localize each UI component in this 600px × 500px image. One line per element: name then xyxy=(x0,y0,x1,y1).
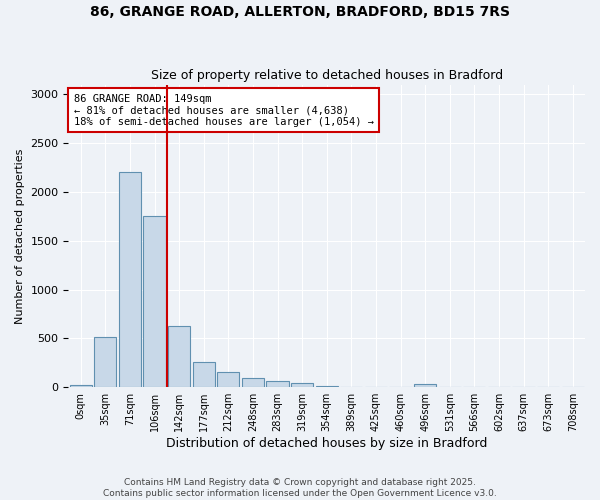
Bar xyxy=(70,386,92,387)
Text: Contains HM Land Registry data © Crown copyright and database right 2025.
Contai: Contains HM Land Registry data © Crown c… xyxy=(103,478,497,498)
Bar xyxy=(242,378,264,387)
Bar xyxy=(119,172,141,387)
Bar xyxy=(168,326,190,387)
Bar xyxy=(316,386,338,387)
Text: 86, GRANGE ROAD, ALLERTON, BRADFORD, BD15 7RS: 86, GRANGE ROAD, ALLERTON, BRADFORD, BD1… xyxy=(90,5,510,19)
Bar xyxy=(414,384,436,387)
Bar xyxy=(94,338,116,387)
Text: 86 GRANGE ROAD: 149sqm
← 81% of detached houses are smaller (4,638)
18% of semi-: 86 GRANGE ROAD: 149sqm ← 81% of detached… xyxy=(74,94,374,127)
X-axis label: Distribution of detached houses by size in Bradford: Distribution of detached houses by size … xyxy=(166,437,487,450)
Y-axis label: Number of detached properties: Number of detached properties xyxy=(15,148,25,324)
Bar xyxy=(266,381,289,387)
Title: Size of property relative to detached houses in Bradford: Size of property relative to detached ho… xyxy=(151,69,503,82)
Bar xyxy=(143,216,166,387)
Bar xyxy=(217,372,239,387)
Bar xyxy=(193,362,215,387)
Bar xyxy=(291,383,313,387)
